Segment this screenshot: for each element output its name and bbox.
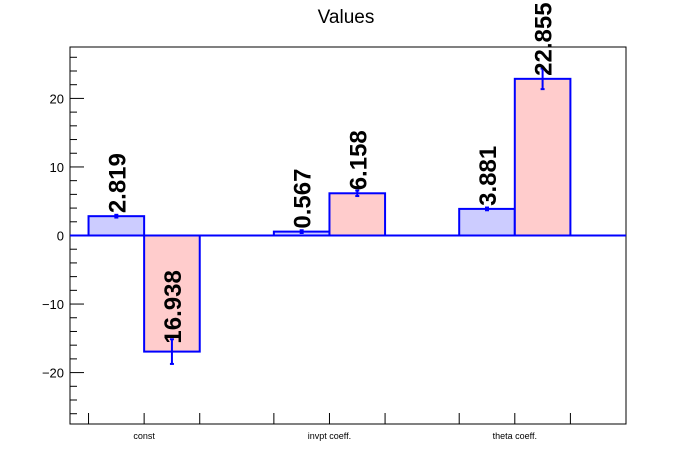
bars [70, 67, 626, 365]
data-labels: 2.819 0.567 3.881 16.938 6.158 22.855 [104, 2, 557, 343]
x-category-label: invpt coeff. [308, 431, 351, 441]
axes: −20 −10 0 10 20 const invpt coeff. theta coeff. [42, 46, 627, 441]
y-tick-label: −10 [42, 297, 64, 312]
bar-series-0 [87, 215, 146, 237]
bar-value-label: 0.567 [290, 169, 317, 229]
bar-series-1 [513, 77, 572, 237]
y-tick-label: 0 [57, 229, 64, 244]
bar-value-label: 6.158 [345, 130, 372, 190]
bar-value-label: 3.881 [475, 146, 502, 206]
bar-value-label: 16.938 [160, 270, 187, 343]
chart-title: Values [318, 7, 375, 28]
x-category-label: const [133, 431, 155, 441]
y-tick-label: 20 [50, 91, 64, 106]
bar-series-1 [328, 192, 387, 237]
bar-series-0 [458, 207, 516, 237]
x-category-label: theta coeff. [493, 431, 537, 441]
y-tick-label: 10 [50, 160, 64, 175]
y-tick-label: −20 [42, 366, 64, 381]
bar-value-label: 22.855 [531, 2, 558, 75]
bar-value-label: 2.819 [104, 153, 131, 213]
